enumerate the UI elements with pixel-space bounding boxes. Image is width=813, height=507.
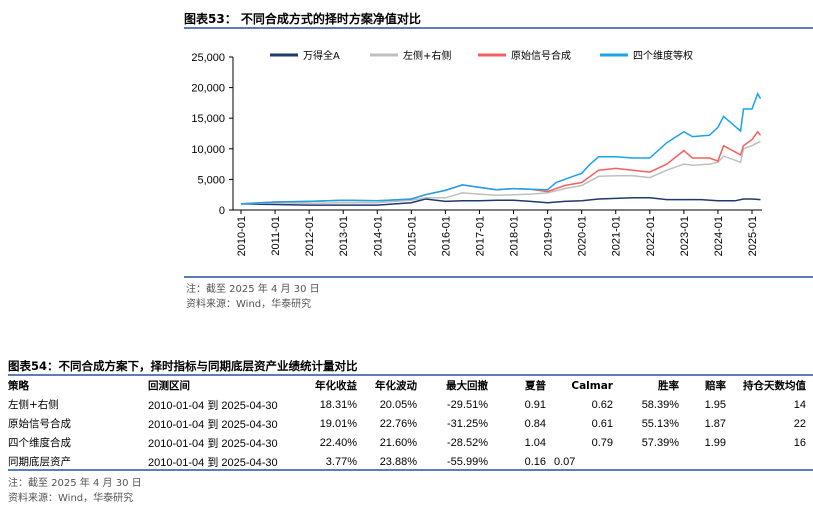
- x-tick-label: 2025-01: [747, 216, 759, 256]
- figure-53-title: 图表53： 不同合成方式的择时方案净值对比: [184, 12, 421, 26]
- table-cell: 22.76%: [379, 417, 417, 430]
- y-tick-label: 0: [219, 205, 225, 217]
- x-tick-label: 2013-01: [338, 216, 350, 256]
- table-row: 四个维度合成 2010-01-04 到 2025-04-30 22.40% 21.60…: [8, 433, 806, 452]
- table-cell: 0.91: [524, 398, 546, 411]
- table-cell: 四个维度合成: [8, 437, 71, 449]
- net-value-chart: 万得全A 左侧+右侧 原始信号合成 四个维度等权 0 5,000 10,000 15,000…: [191, 49, 762, 256]
- x-tick-label: 2018-01: [509, 216, 521, 256]
- table-cell: 18.31%: [319, 398, 357, 411]
- column-header: 策略: [8, 380, 29, 392]
- legend-label: 左侧+右侧: [403, 49, 451, 62]
- x-tick-label: 2024-01: [713, 216, 725, 256]
- table-cell: 0.79: [591, 436, 613, 449]
- table-cell: 同期底层资产: [8, 456, 71, 468]
- legend-label: 万得全A: [303, 49, 340, 62]
- table-source: 资料来源：Wind，华泰研究: [8, 493, 134, 504]
- table-top-rule: [8, 374, 813, 376]
- column-header: 年化波动: [375, 380, 417, 392]
- table-cell: 57.39%: [641, 436, 679, 449]
- chart-bottom-rule: [184, 276, 813, 278]
- legend-label: 原始信号合成: [511, 49, 571, 62]
- table-row: 原始信号合成 2010-01-04 到 2025-04-30 19.01% 22.76…: [8, 414, 806, 433]
- table-cell: 3.77%: [325, 455, 357, 468]
- title-rule: [184, 27, 813, 29]
- table-cell: -31.25%: [447, 417, 488, 430]
- table-cell: 1.99: [704, 436, 726, 449]
- x-tick-label: 2016-01: [440, 216, 452, 256]
- table-note: 注：截至 2025 年 4 月 30 日: [8, 478, 142, 489]
- series-line-2: [240, 130, 762, 205]
- table-cell: 2010-01-04 到 2025-04-30: [148, 456, 278, 469]
- table-cell: 19.01%: [319, 417, 357, 430]
- table-row: 左侧+右侧 2010-01-04 到 2025-04-30 18.31% 20.05%…: [8, 395, 806, 414]
- series-line-3: [240, 91, 762, 205]
- table-cell: 0.07: [554, 455, 576, 468]
- table-cell: 1.95: [704, 398, 726, 411]
- column-header: 赔率: [705, 380, 726, 392]
- table-cell: 2010-01-04 到 2025-04-30: [148, 437, 278, 450]
- x-tick-label: 2017-01: [474, 216, 486, 256]
- table-cell: 2010-01-04 到 2025-04-30: [148, 399, 278, 412]
- x-tick-label: 2014-01: [372, 216, 384, 256]
- table-cell: 2010-01-04 到 2025-04-30: [148, 418, 278, 431]
- series-line-1: [240, 140, 761, 205]
- table-cell: -29.51%: [447, 398, 488, 411]
- table-cell: 0.16: [524, 455, 546, 468]
- table-row: 同期底层资产 2010-01-04 到 2025-04-30 3.77% 23.88%…: [8, 452, 806, 471]
- x-tick-label: 2012-01: [304, 216, 316, 256]
- column-header: 年化收益: [315, 380, 357, 392]
- y-tick-label: 5,000: [197, 174, 225, 186]
- legend: 万得全A 左侧+右侧 原始信号合成 四个维度等权: [270, 49, 693, 62]
- table-bottom-rule: [8, 469, 813, 471]
- legend-label: 四个维度等权: [633, 49, 693, 62]
- x-tick-label: 2010-01: [236, 216, 248, 256]
- table-cell: 1.87: [704, 417, 726, 430]
- table-cell: 16: [793, 436, 806, 449]
- y-tick-label: 20,000: [191, 83, 225, 95]
- column-header: Calmar: [571, 379, 613, 392]
- table-cell: 22.40%: [319, 436, 357, 449]
- column-header: 持仓天数均值: [743, 380, 806, 392]
- x-tick-label: 2023-01: [679, 216, 691, 256]
- y-tick-label: 15,000: [191, 113, 225, 125]
- column-header: 胜率: [658, 380, 679, 392]
- table-cell: 21.60%: [379, 436, 417, 449]
- table-cell: 58.39%: [641, 398, 679, 411]
- table-header: 策略 回测区间 年化收益 年化波动 最大回撤 夏普 Calmar 胜率 赔率 持仓天数均值: [8, 376, 806, 395]
- x-tick-label: 2020-01: [577, 216, 589, 256]
- column-header: 最大回撤: [446, 380, 488, 392]
- table-cell: 原始信号合成: [8, 418, 71, 430]
- table-cell: -55.99%: [447, 455, 488, 468]
- table-cell: 1.04: [524, 436, 546, 449]
- x-tick-label: 2021-01: [611, 216, 623, 256]
- table-cell: 0.84: [524, 417, 546, 430]
- series-lines: [240, 91, 762, 206]
- series-line-0: [240, 197, 761, 206]
- x-tick-label: 2011-01: [270, 216, 282, 256]
- column-header: 夏普: [525, 380, 546, 392]
- figure-54-title: 图表54：不同合成方案下，择时指标与同期底层资产业绩统计量对比: [8, 359, 358, 373]
- x-tick-label: 2019-01: [543, 216, 555, 256]
- table-cell: 0.61: [591, 417, 613, 430]
- table-cell: 左侧+右侧: [8, 399, 59, 411]
- table-cell: 14: [793, 398, 806, 411]
- y-tick-label: 10,000: [191, 144, 225, 156]
- x-tick-label: 2022-01: [645, 216, 657, 256]
- table-cell: 22: [793, 417, 806, 430]
- table-cell: -28.52%: [447, 436, 488, 449]
- y-tick-label: 25,000: [191, 52, 225, 64]
- chart-source: 资料来源：Wind，华泰研究: [186, 299, 312, 310]
- table-cell: 0.62: [591, 398, 613, 411]
- table-cell: 55.13%: [641, 417, 679, 430]
- stats-table: 策略 回测区间 年化收益 年化波动 最大回撤 夏普 Calmar 胜率 赔率 持仓天数均值 左侧+…: [8, 376, 806, 471]
- table-cell: 23.88%: [379, 455, 417, 468]
- table-cell: 20.05%: [379, 398, 417, 411]
- chart-note: 注：截至 2025 年 4 月 30 日: [186, 284, 320, 295]
- x-tick-label: 2015-01: [406, 216, 418, 256]
- axes: 0 5,000 10,000 15,000 20,000 25,000 2010-01 201…: [191, 52, 762, 256]
- column-header: 回测区间: [148, 380, 190, 392]
